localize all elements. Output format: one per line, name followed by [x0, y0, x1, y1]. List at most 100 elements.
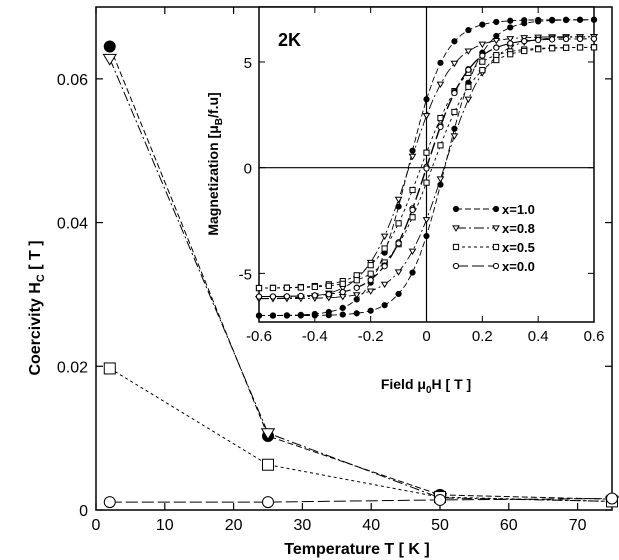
inset-data-point: [493, 18, 500, 26]
legend-marker: [452, 225, 460, 232]
main-x-tick-label: 20: [225, 517, 243, 534]
inset-data-point: [367, 262, 374, 269]
inset-y-axis-label-tail: /f.u]: [205, 92, 221, 118]
inset-y-axis-label-main: Magnetization [μ: [205, 125, 221, 235]
legend-marker: [492, 225, 500, 232]
main-data-point: [260, 428, 276, 441]
inset-data-point: [255, 293, 263, 300]
inset-data-point: [353, 284, 360, 291]
inset-x-tick-label: -0.6: [246, 328, 272, 345]
main-y-tick-label: 0: [79, 503, 88, 520]
inset-data-point: [465, 66, 472, 73]
inset-data-point: [297, 312, 304, 319]
inset-data-point: [423, 96, 430, 103]
inset-data-point: [562, 35, 570, 43]
inset-data-point: [353, 277, 360, 284]
inset-data-point: [450, 133, 459, 140]
legend-label: x=0.8: [502, 221, 535, 236]
legend-label: x=0.5: [502, 240, 535, 255]
inset-series-x-0.0: [255, 35, 598, 300]
main-y-tick-label: 0.02: [57, 359, 88, 376]
inset-data-point: [423, 232, 430, 240]
inset-data-point: [366, 288, 375, 295]
inset-data-point: [423, 149, 430, 156]
inset-data-point: [493, 32, 500, 40]
inset-data-point: [492, 37, 501, 45]
inset-data-point: [409, 214, 416, 221]
inset-data-point: [493, 44, 500, 51]
main-x-tick-label: 70: [569, 517, 587, 534]
legend-label: x=0.0: [502, 259, 535, 274]
inset-data-point: [436, 176, 445, 183]
inset-data-point: [395, 290, 402, 298]
inset-data-point: [409, 269, 416, 276]
inset-y-tick-label: 5: [244, 55, 252, 72]
inset-data-point: [339, 280, 346, 287]
inset-data-point: [394, 269, 403, 276]
inset-data-point: [423, 179, 430, 186]
inset-data-point: [325, 291, 332, 298]
inset-data-point: [395, 220, 402, 227]
inset-data-point: [436, 81, 445, 88]
inset-data-point: [450, 60, 459, 68]
legend-marker: [492, 262, 500, 270]
inset-data-point: [535, 18, 542, 25]
inset-x-tick-label: 0.2: [472, 328, 493, 345]
main-x-tick-label: 50: [431, 517, 449, 534]
inset-data-point: [283, 312, 291, 319]
magnetization-inset-plot: -0.6 -0.4 -0.2 0 0.2 0.4 0.6 -5 0 5 x=1.0 x=0.8 x=0.…: [239, 6, 604, 345]
inset-data-point: [464, 96, 473, 103]
inset-data-point: [464, 48, 473, 55]
inset-data-point: [339, 311, 346, 318]
inset-data-point: [325, 312, 332, 319]
main-data-point: [103, 362, 116, 375]
inset-data-point: [465, 83, 472, 90]
inset-data-point: [451, 89, 458, 97]
inset-data-point: [451, 38, 458, 45]
inset-data-point: [562, 44, 570, 51]
main-data-point: [606, 492, 618, 505]
main-x-tick-label: 60: [500, 517, 518, 534]
inset-x-axis-label-main: Field μ: [381, 376, 426, 392]
inset-data-point: [339, 288, 346, 296]
inset-data-point: [507, 17, 514, 24]
inset-y-axis-label: Magnetization [μB/f.u]: [205, 92, 225, 235]
inset-data-point: [422, 113, 431, 120]
inset-data-point: [479, 21, 486, 28]
inset-x-tick-label: 0: [422, 328, 430, 345]
legend-marker: [492, 205, 500, 213]
inset-data-point: [521, 38, 528, 45]
inset-data-point: [478, 41, 487, 49]
inset-data-point: [506, 36, 515, 43]
inset-data-point: [549, 17, 556, 24]
inset-data-point: [395, 240, 402, 247]
inset-x-tick-label: -0.4: [302, 328, 328, 345]
inset-data-point: [479, 58, 486, 65]
inset-data-point: [380, 281, 389, 289]
legend-marker: [452, 262, 460, 270]
inset-data-point: [380, 233, 389, 241]
inset-data-point: [408, 248, 417, 256]
inset-data-point: [479, 67, 486, 74]
inset-data-point: [381, 263, 388, 270]
inset-data-point: [325, 282, 332, 289]
inset-data-point: [352, 292, 361, 299]
inset-data-point: [423, 165, 430, 172]
main-y-tick-label: 0.04: [57, 216, 88, 233]
inset-data-point: [507, 51, 514, 58]
inset-data-point: [422, 217, 431, 224]
legend-marker: [452, 205, 460, 213]
inset-data-point: [535, 36, 542, 44]
inset-data-point: [339, 304, 346, 312]
inset-x-axis-label: Field μ0H [ T ]: [381, 376, 471, 396]
inset-data-point: [394, 196, 403, 204]
inset-data-point: [521, 47, 528, 55]
inset-data-point: [367, 270, 374, 277]
inset-series-x-0.5: [255, 44, 598, 292]
inset-data-point: [507, 40, 514, 47]
main-data-point: [434, 493, 446, 506]
inset-series-x-1.0: [255, 16, 598, 319]
inset-data-point: [381, 302, 388, 309]
